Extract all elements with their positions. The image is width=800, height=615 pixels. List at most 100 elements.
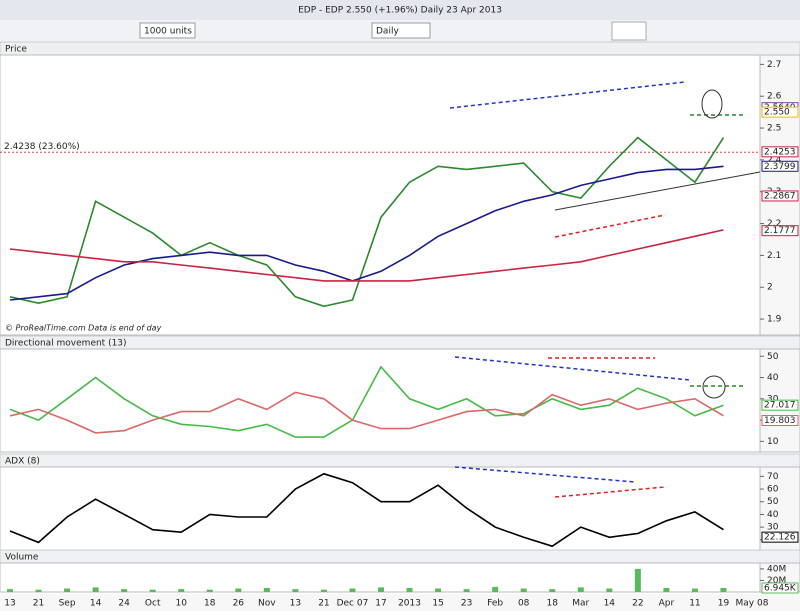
panel-title: Volume [5,553,39,563]
y-tick-label: 40 [767,373,779,383]
volume-bar [463,589,470,592]
annotations [449,81,745,498]
period-select[interactable] [371,22,431,39]
y-tick-label: 40M [767,564,786,574]
x-tick-label: 2013 [398,599,421,609]
x-tick-label: 13 [4,599,15,609]
price-label: 2.3799 [764,162,796,172]
y-tick-label: 30 [767,523,779,533]
volume-bar [64,588,71,592]
price-label: 2.4253 [764,147,796,157]
x-tick-label: 18 [204,599,216,609]
volume-bar [320,589,327,592]
y-tick-label: 10 [767,437,779,447]
volume-bar [121,589,128,592]
y-tick-label: 50 [767,352,779,362]
x-tick-label: 24 [118,599,130,609]
price-label: 6.945K [764,583,797,593]
price-label-box [761,190,799,202]
price-label: 2.550 [764,108,790,118]
y-tick-label: 2 [767,283,773,293]
price-label-box [761,531,799,543]
x-tick-label: Nov [258,599,276,609]
price-label-box [761,399,799,411]
x-tick-label: 13 [290,599,301,609]
price-label: 19.803 [764,416,796,426]
x-tick-label: 10 [176,599,188,609]
reference-label: 2.4238 (23.60%) [4,142,80,152]
x-tick-label: 18 [547,599,559,609]
y-tick-label: 2.4 [767,155,782,165]
title-bar [0,0,800,20]
y-tick-label: 2.6 [767,92,782,102]
trend-line [454,356,691,381]
x-tick-label: Sep [59,599,76,609]
x-tick-label: 21 [318,599,329,609]
y-tick-label: 30 [767,394,779,404]
highlight-circle [702,375,726,399]
panel-title: Price [5,45,27,55]
x-tick-label: May 08 [736,599,769,609]
x-tick-label: Mar [572,599,589,609]
watermark: © ProRealTime.com Data is end of day [5,324,162,333]
volume-bar [378,587,384,592]
volume-bar [149,589,156,592]
volume-bar [435,588,442,592]
y-tick-label: 2.7 [767,60,781,70]
volume-bar [606,588,613,592]
x-tick-label: 15 [432,599,443,609]
volume-bar [492,586,499,592]
y-tick-label: 70 [767,472,779,482]
volume-bar [520,588,527,592]
y-tick-label: 1.9 [767,315,782,325]
x-tick-label: Apr [659,599,675,609]
x-axis [0,594,800,611]
volume-bar [263,587,270,592]
units-select[interactable] [139,22,196,39]
series-line [9,365,724,438]
price-label: 2.1777 [764,226,796,236]
trend-line [554,214,666,238]
panel-title: ADX (8) [5,457,40,467]
volume-bar [406,587,413,592]
volume-bar [577,587,584,592]
volume-bar [634,568,641,592]
series-line [9,165,724,301]
volume-bar [691,588,698,592]
x-tick-label: 19 [718,599,730,609]
price-label-box [761,146,799,158]
volume-bar [92,587,99,592]
trend-line [449,81,686,109]
x-tick-label: 14 [90,599,102,609]
panel [0,562,761,593]
chart-tool-button[interactable] [611,21,647,41]
volume-bar [349,588,356,592]
series-line [9,391,724,434]
volume-bar [35,589,42,592]
price-label-box [761,415,799,427]
panel [0,54,761,336]
volume-bar [178,589,185,592]
price-label: 2.2867 [764,191,796,201]
highlight-circle [701,89,723,119]
y-tick-label: 40 [767,510,779,520]
x-tick-label: 26 [233,599,245,609]
x-tick-label: 11 [689,599,700,609]
y-tick-label: 50 [767,497,779,507]
x-tick-label: 17 [375,599,386,609]
support-line [554,171,761,211]
price-label: 22.126 [764,533,796,543]
volume-bar [292,589,299,592]
panel-header [0,549,800,564]
volume-bar [235,588,242,592]
price-label-box [761,160,799,172]
volume-bar [7,589,13,592]
trend-line [454,466,636,483]
price-label-box [761,106,799,118]
units-select-label: 1000 units [144,27,192,37]
series-line [9,229,724,282]
volume-bar [206,589,213,592]
series-line [9,472,724,548]
trend-line [554,486,666,498]
